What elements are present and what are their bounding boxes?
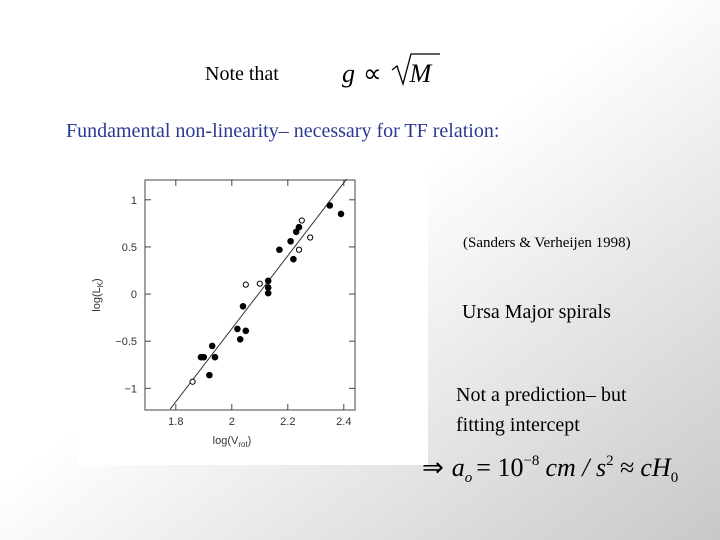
- remark: Not a prediction– but: [456, 384, 627, 406]
- heading: Fundamental non-linearity– necessary for…: [66, 120, 499, 142]
- filled-point: [211, 353, 219, 361]
- open-point: [295, 246, 303, 253]
- figure: [78, 162, 428, 465]
- x-label-part: rot: [238, 440, 248, 449]
- remark: fitting intercept: [456, 414, 580, 436]
- y-tick-label: 0: [131, 289, 137, 301]
- x-label-part: ): [248, 435, 252, 447]
- filled-point: [290, 255, 297, 263]
- filled-point: [337, 210, 345, 218]
- note: Note that: [205, 63, 279, 85]
- filled-point: [264, 284, 272, 291]
- x-axis-label: log(Vrot): [213, 435, 252, 449]
- sample: Ursa Major spirals: [462, 301, 611, 323]
- sqrt-sign: [391, 53, 440, 87]
- filled-point: [206, 371, 213, 379]
- y-tick-label: −1: [124, 383, 137, 395]
- equation: ⇒ ao = 10−8 cm / s2 ≈ cH0: [422, 453, 678, 486]
- filled-point: [239, 303, 247, 310]
- x-label-part: log(V: [213, 435, 239, 447]
- filled-point: [276, 246, 283, 254]
- filled-point: [292, 228, 300, 236]
- y-tick-label: −0.5: [115, 336, 137, 348]
- fit-line: [169, 178, 347, 410]
- y-tick-label: 0.5: [122, 242, 137, 254]
- y-label-part: ): [91, 278, 103, 282]
- filled-point: [236, 336, 244, 343]
- x-tick-label: 2.2: [280, 416, 295, 428]
- open-point: [298, 217, 305, 224]
- open-point: [242, 281, 249, 288]
- citation: (Sanders & Verheijen 1998): [463, 235, 631, 251]
- y-tick-label: 1: [131, 195, 137, 207]
- filled-point: [264, 277, 272, 285]
- filled-point: [242, 327, 250, 335]
- plot-frame: [144, 179, 356, 411]
- filled-point: [295, 223, 303, 231]
- y-label-part: log(L: [91, 287, 103, 311]
- filled-point: [326, 202, 334, 209]
- y-label-part: K: [96, 281, 105, 287]
- x-tick-label: 2: [229, 416, 235, 428]
- equation: g ∝ M: [342, 59, 433, 88]
- filled-point: [287, 237, 294, 245]
- open-point: [189, 378, 196, 385]
- filled-point: [234, 325, 241, 333]
- x-tick-label: 2.4: [336, 416, 351, 428]
- y-axis-label: log(LK): [91, 278, 105, 311]
- filled-point: [197, 353, 205, 361]
- filled-point: [208, 342, 216, 350]
- open-point: [256, 280, 263, 287]
- filled-point: [264, 289, 272, 297]
- x-tick-label: 1.8: [168, 416, 183, 428]
- open-point: [307, 234, 314, 241]
